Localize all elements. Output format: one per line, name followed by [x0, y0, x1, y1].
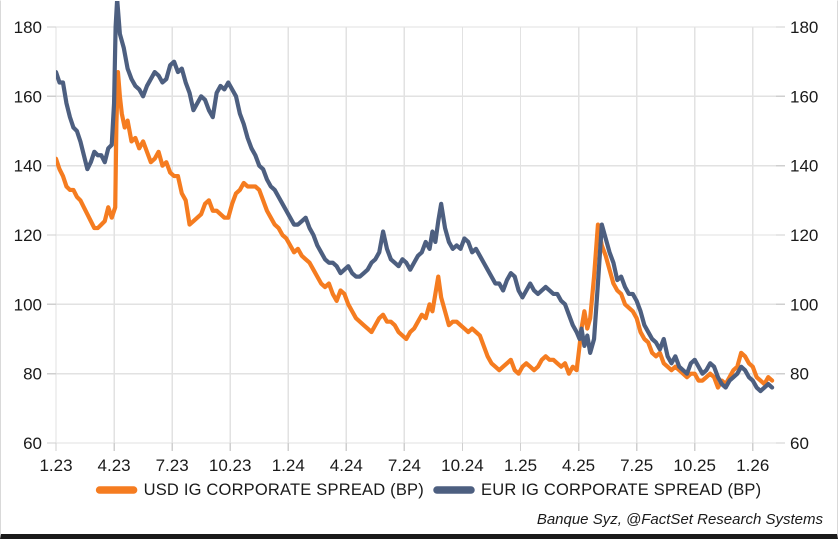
y-axis-left-labels: 180 160 140 120 100 80 60: [14, 18, 42, 453]
series-lines: [56, 1, 775, 394]
x-axis-label: 10.24: [441, 456, 484, 475]
y-axis-label-left: 60: [23, 434, 42, 453]
y-axis-label-right: 100: [790, 295, 818, 314]
x-axis-label: 1.23: [39, 456, 72, 475]
x-axis-label: 10.23: [209, 456, 252, 475]
y-axis-right-labels: 180 160 140 120 100 80 60: [790, 18, 818, 453]
chart-source: Banque Syz, @FactSet Research Systems: [537, 511, 824, 528]
y-axis-label-left: 140: [14, 157, 42, 176]
x-axis-label: 1.25: [504, 456, 537, 475]
x-axis-label: 7.23: [156, 456, 189, 475]
usd-series-line: [56, 69, 775, 390]
legend-item-label: USD IG CORPORATE SPREAD (BP): [144, 481, 424, 499]
x-axis-label: 10.25: [673, 456, 716, 475]
y-axis-label-left: 120: [14, 226, 42, 245]
y-axis-label-right: 180: [790, 18, 818, 37]
eur-series-line: [56, 1, 775, 394]
chart-legend: USD IG CORPORATE SPREAD (BP) EUR IG CORPO…: [95, 481, 761, 499]
x-axis-label: 4.24: [330, 456, 363, 475]
x-axis-label: 7.24: [388, 456, 421, 475]
y-axis-label-right: 120: [790, 226, 818, 245]
y-axis-label-right: 140: [790, 157, 818, 176]
y-axis-label-right: 60: [790, 434, 809, 453]
y-axis-label-left: 160: [14, 87, 42, 106]
y-axis-label-left: 100: [14, 295, 42, 314]
axis-ticks: [47, 26, 785, 451]
x-axis-label: 4.25: [562, 456, 595, 475]
y-axis-label-left: 180: [14, 18, 42, 37]
legend-item-label: EUR IG CORPORATE SPREAD (BP): [481, 481, 761, 499]
x-axis-label: 1.24: [272, 456, 305, 475]
gridlines: [55, 26, 776, 444]
y-axis-label-right: 160: [790, 87, 818, 106]
x-axis-label: 7.25: [620, 456, 653, 475]
y-axis-label-left: 80: [23, 365, 42, 384]
source-attribution: Banque Syz, @FactSet Research Systems: [537, 511, 824, 528]
y-axis-label-right: 80: [790, 365, 809, 384]
x-axis-labels: 1.23 4.23 7.23 10.23 1.24 4.24 7.24 10.24 1.25 4.…: [39, 456, 769, 475]
x-axis-label: 1.26: [736, 456, 769, 475]
x-axis-label: 4.23: [98, 456, 131, 475]
